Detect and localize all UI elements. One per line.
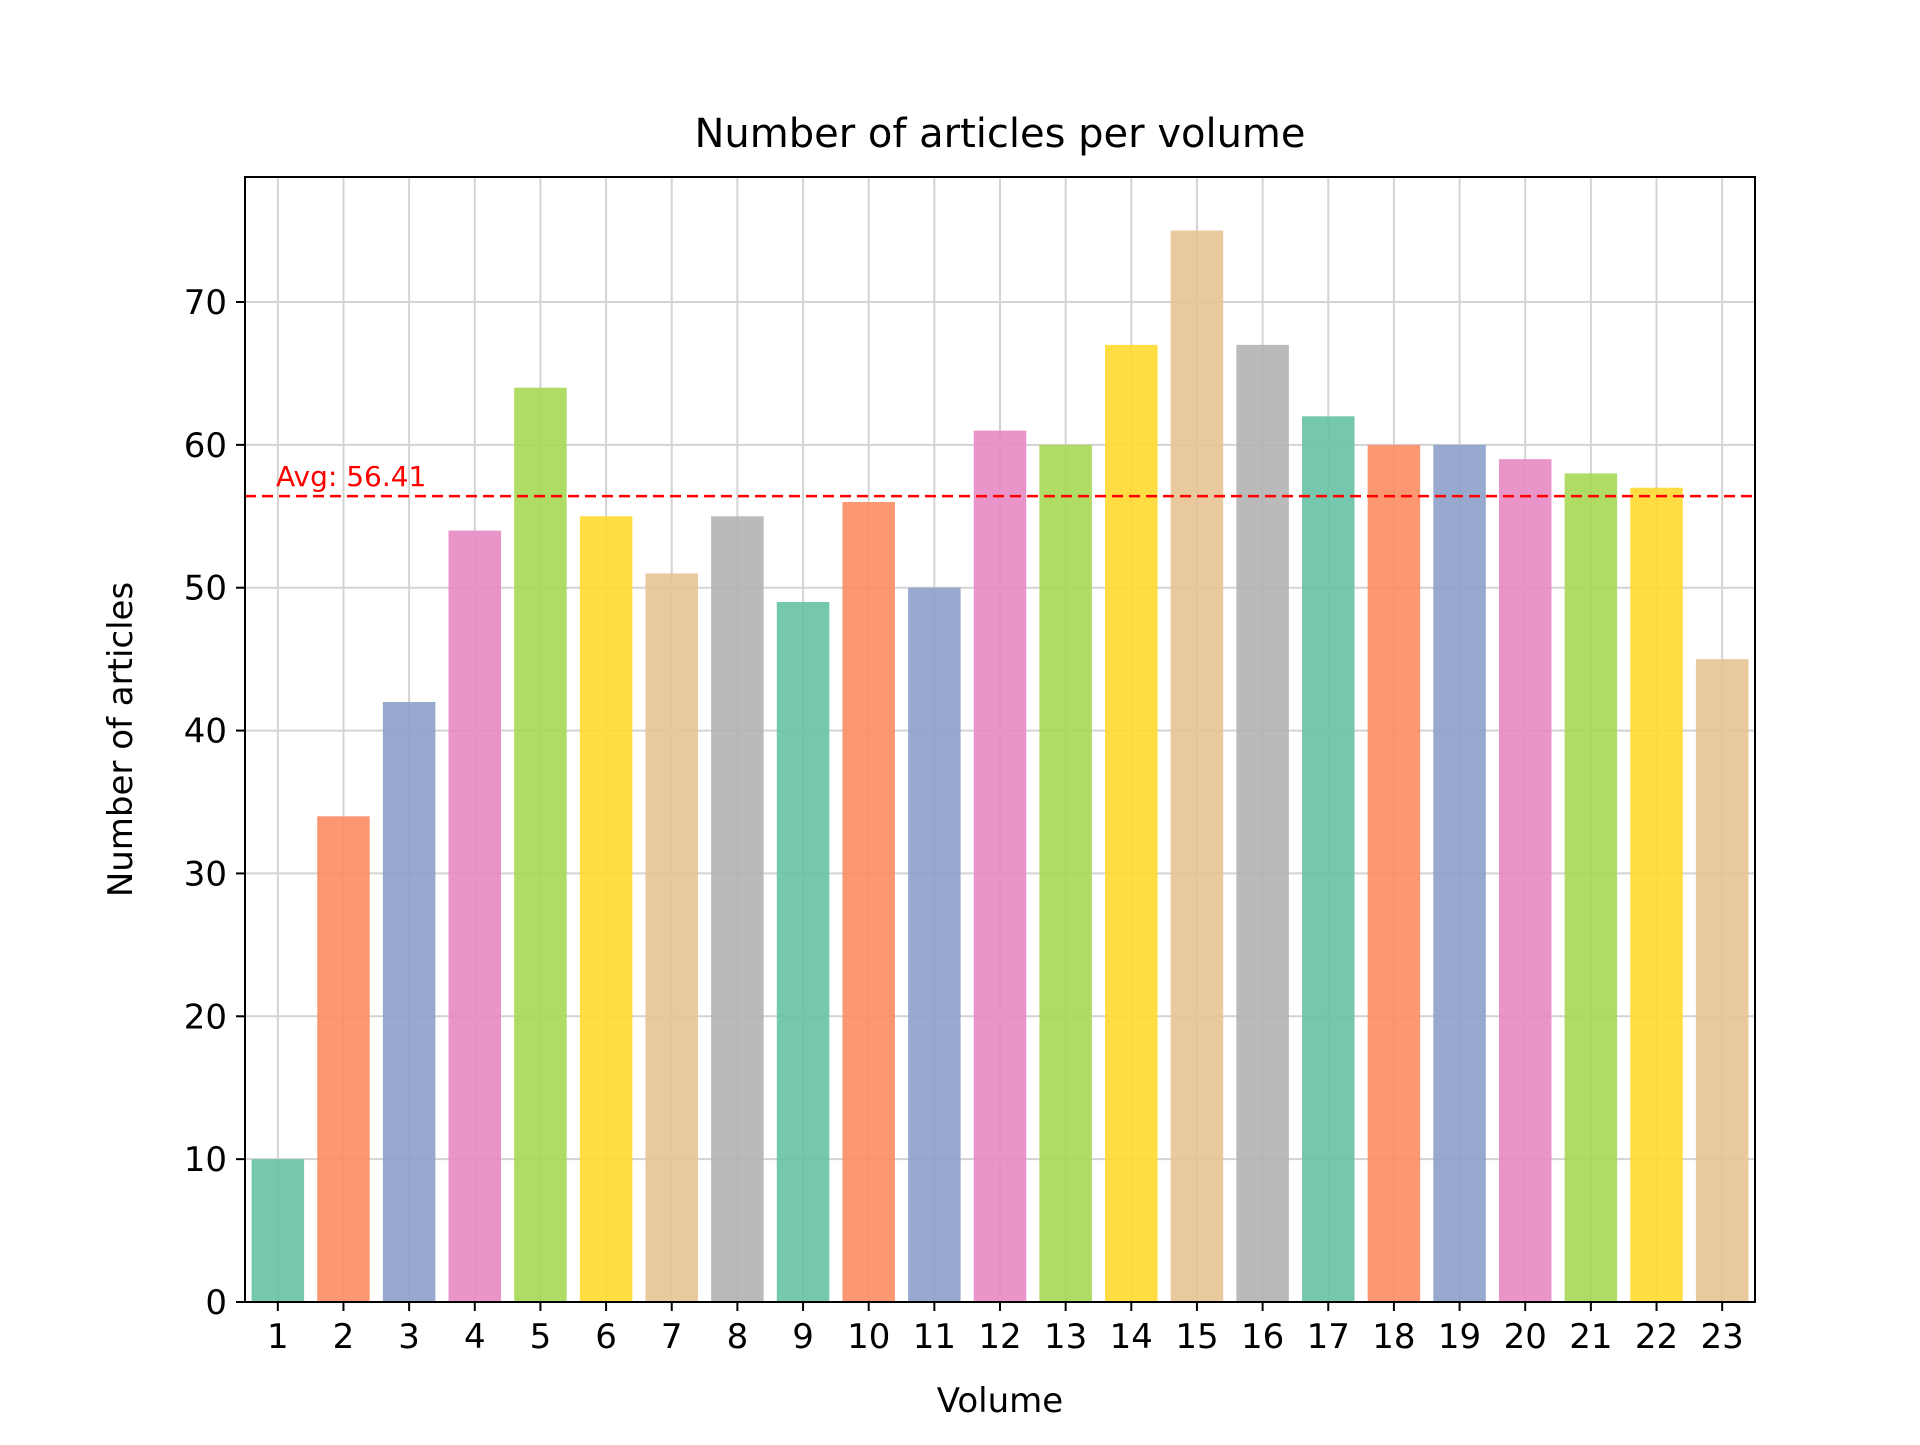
y-tick-label: 20: [184, 997, 227, 1037]
x-tick-label: 13: [1044, 1317, 1087, 1357]
x-axis-label: Volume: [937, 1381, 1063, 1421]
x-tick-label: 19: [1438, 1317, 1481, 1357]
x-tick-label: 9: [792, 1317, 814, 1357]
y-tick-label: 10: [184, 1140, 227, 1180]
bar-volume-17: [1302, 416, 1355, 1302]
x-tick-label: 17: [1307, 1317, 1350, 1357]
bar-volume-7: [645, 573, 698, 1302]
x-tick-label: 6: [595, 1317, 617, 1357]
x-tick-label: 11: [913, 1317, 956, 1357]
x-tick-label: 18: [1372, 1317, 1415, 1357]
chart-title: Number of articles per volume: [694, 111, 1305, 157]
y-axis-label: Number of articles: [101, 582, 141, 897]
average-line-group: Avg: 56.41: [245, 460, 1755, 498]
y-tick-label: 70: [184, 283, 227, 323]
bar-volume-13: [1039, 444, 1092, 1302]
bar-volume-4: [448, 530, 502, 1302]
x-tick-label: 23: [1701, 1317, 1744, 1357]
bar-volume-3: [382, 702, 436, 1302]
bar-volume-18: [1367, 444, 1421, 1302]
x-tick-label: 15: [1175, 1317, 1218, 1357]
average-label: Avg: 56.41: [276, 460, 426, 493]
x-tick-label: 21: [1569, 1317, 1612, 1357]
x-axis-ticks: 1 2 3 4 5 6 7 8 9 10 11 12 13 14 15 16 17 18 19 20 21 22 23: [267, 1302, 1744, 1357]
x-tick-label: 16: [1241, 1317, 1284, 1357]
bar-volume-20: [1498, 459, 1552, 1303]
x-tick-label: 8: [727, 1317, 749, 1357]
y-tick-label: 60: [184, 426, 227, 466]
bar-volume-14: [1105, 344, 1158, 1302]
bar-volume-23: [1695, 659, 1749, 1302]
x-tick-label: 7: [661, 1317, 683, 1357]
bar-volume-22: [1630, 487, 1683, 1302]
x-tick-label: 5: [530, 1317, 552, 1357]
y-tick-label: 40: [184, 712, 227, 752]
y-tick-label: 30: [184, 854, 227, 894]
bar-volume-8: [711, 516, 764, 1302]
bar-volume-11: [908, 587, 961, 1302]
x-tick-label: 3: [398, 1317, 420, 1357]
bar-volume-1: [251, 1159, 305, 1302]
x-tick-label: 12: [978, 1317, 1021, 1357]
bar-volume-19: [1433, 444, 1486, 1302]
bar-volume-12: [973, 430, 1027, 1303]
bar-volume-6: [579, 516, 633, 1302]
bar-volume-2: [317, 816, 370, 1302]
y-tick-label: 50: [184, 569, 227, 609]
x-tick-label: 4: [464, 1317, 486, 1357]
x-tick-label: 14: [1110, 1317, 1153, 1357]
bar-volume-16: [1236, 344, 1289, 1302]
bars: [251, 230, 1749, 1303]
x-tick-label: 2: [333, 1317, 355, 1357]
bar-volume-5: [514, 387, 567, 1302]
x-tick-label: 1: [267, 1317, 289, 1357]
bar-volume-21: [1564, 473, 1618, 1302]
y-axis-ticks: 0 10 20 30 40 50 60 70: [184, 283, 245, 1323]
bar-volume-10: [842, 502, 895, 1302]
y-tick-label: 0: [205, 1283, 227, 1323]
bar-volume-9: [776, 602, 830, 1302]
x-tick-label: 10: [847, 1317, 890, 1357]
bar-volume-15: [1170, 230, 1224, 1303]
x-tick-label: 20: [1504, 1317, 1547, 1357]
x-tick-label: 22: [1635, 1317, 1678, 1357]
